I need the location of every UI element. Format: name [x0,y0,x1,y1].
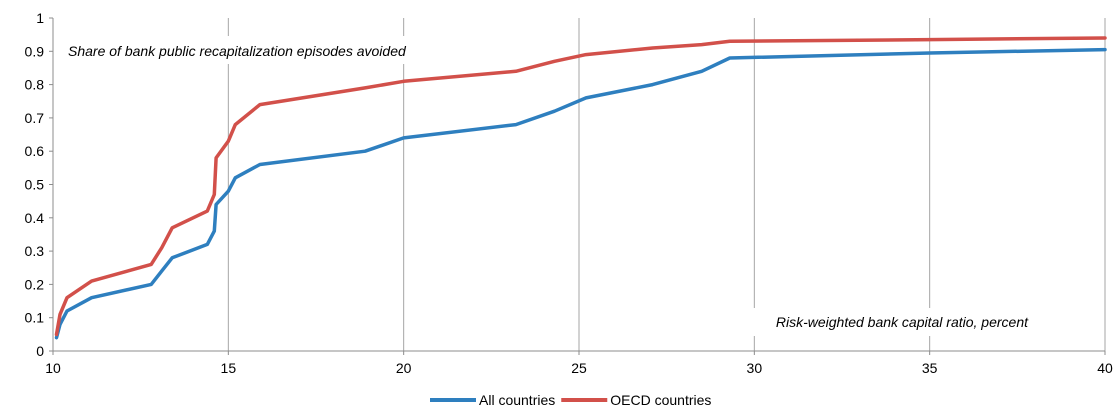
tick-labels: 0 0.1 0.2 0.3 0.4 0.5 0.6 0.7 0.8 0.9 1 10 15 20 25 30 3… [25,10,1113,376]
y-tick-label: 0.5 [25,177,45,193]
y-tick-label: 0.6 [25,143,45,159]
y-tick-label: 0.3 [25,243,45,259]
annotation-xaxis-label: Risk-weighted bank capital ratio, percen… [776,314,1029,330]
y-tick-label: 0.8 [25,77,45,93]
y-tick-label: 0.1 [25,310,45,326]
x-tick-label: 25 [571,360,587,376]
legend: All countries OECD countries [430,392,711,408]
y-tick-label: 0 [36,343,44,359]
legend-label: OECD countries [610,392,711,408]
series-lines [54,36,1107,340]
annotation-share-label: Share of bank public recapitalization ep… [68,43,407,59]
y-tick-label: 0.9 [25,43,45,59]
series-line-all-countries [54,47,1107,340]
series-line-oecd-countries [54,36,1107,337]
y-tick-label: 1 [36,10,44,26]
y-tick-label: 0.4 [25,210,45,226]
x-tick-label: 35 [922,360,938,376]
x-tick-label: 40 [1097,360,1113,376]
x-tick-label: 10 [45,360,61,376]
y-tick-label: 0.2 [25,276,45,292]
gridlines [227,18,1106,351]
y-tick-label: 0.7 [25,110,45,126]
legend-label: All countries [479,392,555,408]
annotation-top-left: Share of bank public recapitalization ep… [60,36,480,64]
x-tick-label: 30 [747,360,763,376]
x-tick-label: 15 [221,360,237,376]
annotation-bottom-right: Risk-weighted bank capital ratio, percen… [720,308,1040,336]
x-tick-label: 20 [396,360,412,376]
